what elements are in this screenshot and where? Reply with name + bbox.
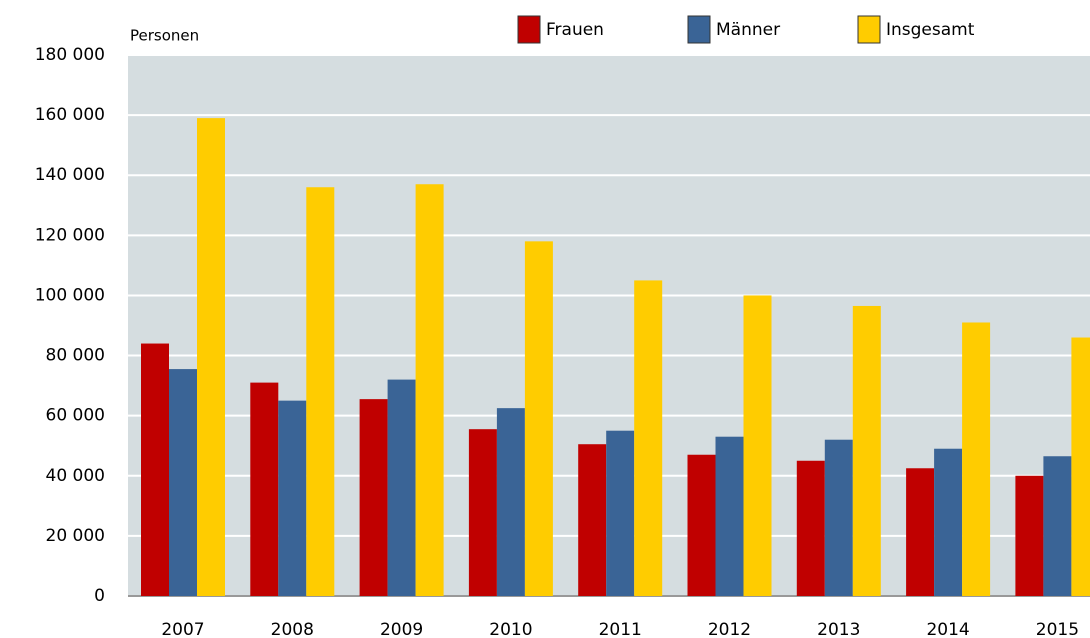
bar — [824, 439, 853, 596]
bar — [468, 429, 497, 596]
x-tick-label: 2009 — [380, 620, 423, 638]
x-tick-label: 2013 — [817, 620, 860, 638]
bar — [141, 343, 169, 596]
x-tick-label: 2010 — [489, 620, 532, 638]
bar — [743, 295, 772, 596]
y-tick-label: 140 000 — [35, 165, 105, 185]
bar — [306, 187, 335, 596]
bar — [687, 454, 716, 596]
bar — [906, 468, 935, 596]
bar — [934, 448, 963, 596]
bar — [962, 322, 991, 596]
bar — [197, 118, 225, 596]
y-tick-label: 160 000 — [35, 105, 105, 125]
bar — [278, 400, 307, 596]
y-tick-label: 180 000 — [35, 45, 105, 65]
bar — [715, 436, 744, 596]
y-tick-label: 120 000 — [35, 225, 105, 245]
bar — [169, 369, 197, 596]
bar — [634, 280, 663, 596]
legend-label: Männer — [716, 20, 780, 40]
legend-swatch — [687, 15, 711, 44]
bar — [1015, 475, 1044, 596]
y-tick-label: 80 000 — [46, 346, 105, 366]
bar — [359, 399, 388, 596]
bar — [415, 184, 444, 596]
y-tick-label: 0 — [94, 586, 105, 606]
legend-swatch — [857, 15, 881, 44]
x-tick-label: 2014 — [926, 620, 969, 638]
bar — [496, 408, 525, 596]
x-tick-label: 2007 — [161, 620, 204, 638]
x-tick-label: 2012 — [708, 620, 751, 638]
y-axis-label: Personen — [130, 27, 199, 45]
bar — [1071, 337, 1090, 596]
y-tick-label: 40 000 — [46, 466, 105, 486]
bar — [852, 305, 881, 596]
y-tick-label: 100 000 — [35, 285, 105, 305]
bar — [524, 241, 553, 596]
legend-label: Frauen — [546, 20, 604, 40]
bar — [578, 444, 607, 596]
legend-swatch — [517, 15, 541, 44]
x-tick-label: 2011 — [599, 620, 642, 638]
bar — [606, 430, 635, 596]
legend-label: Insgesamt — [886, 20, 975, 40]
bar — [250, 382, 279, 596]
bar — [1043, 456, 1072, 596]
bar — [796, 460, 825, 596]
x-tick-label: 2015 — [1036, 620, 1079, 638]
y-tick-label: 60 000 — [46, 406, 105, 426]
y-tick-label: 20 000 — [46, 526, 105, 546]
x-tick-label: 2008 — [271, 620, 314, 638]
bar — [387, 379, 416, 596]
